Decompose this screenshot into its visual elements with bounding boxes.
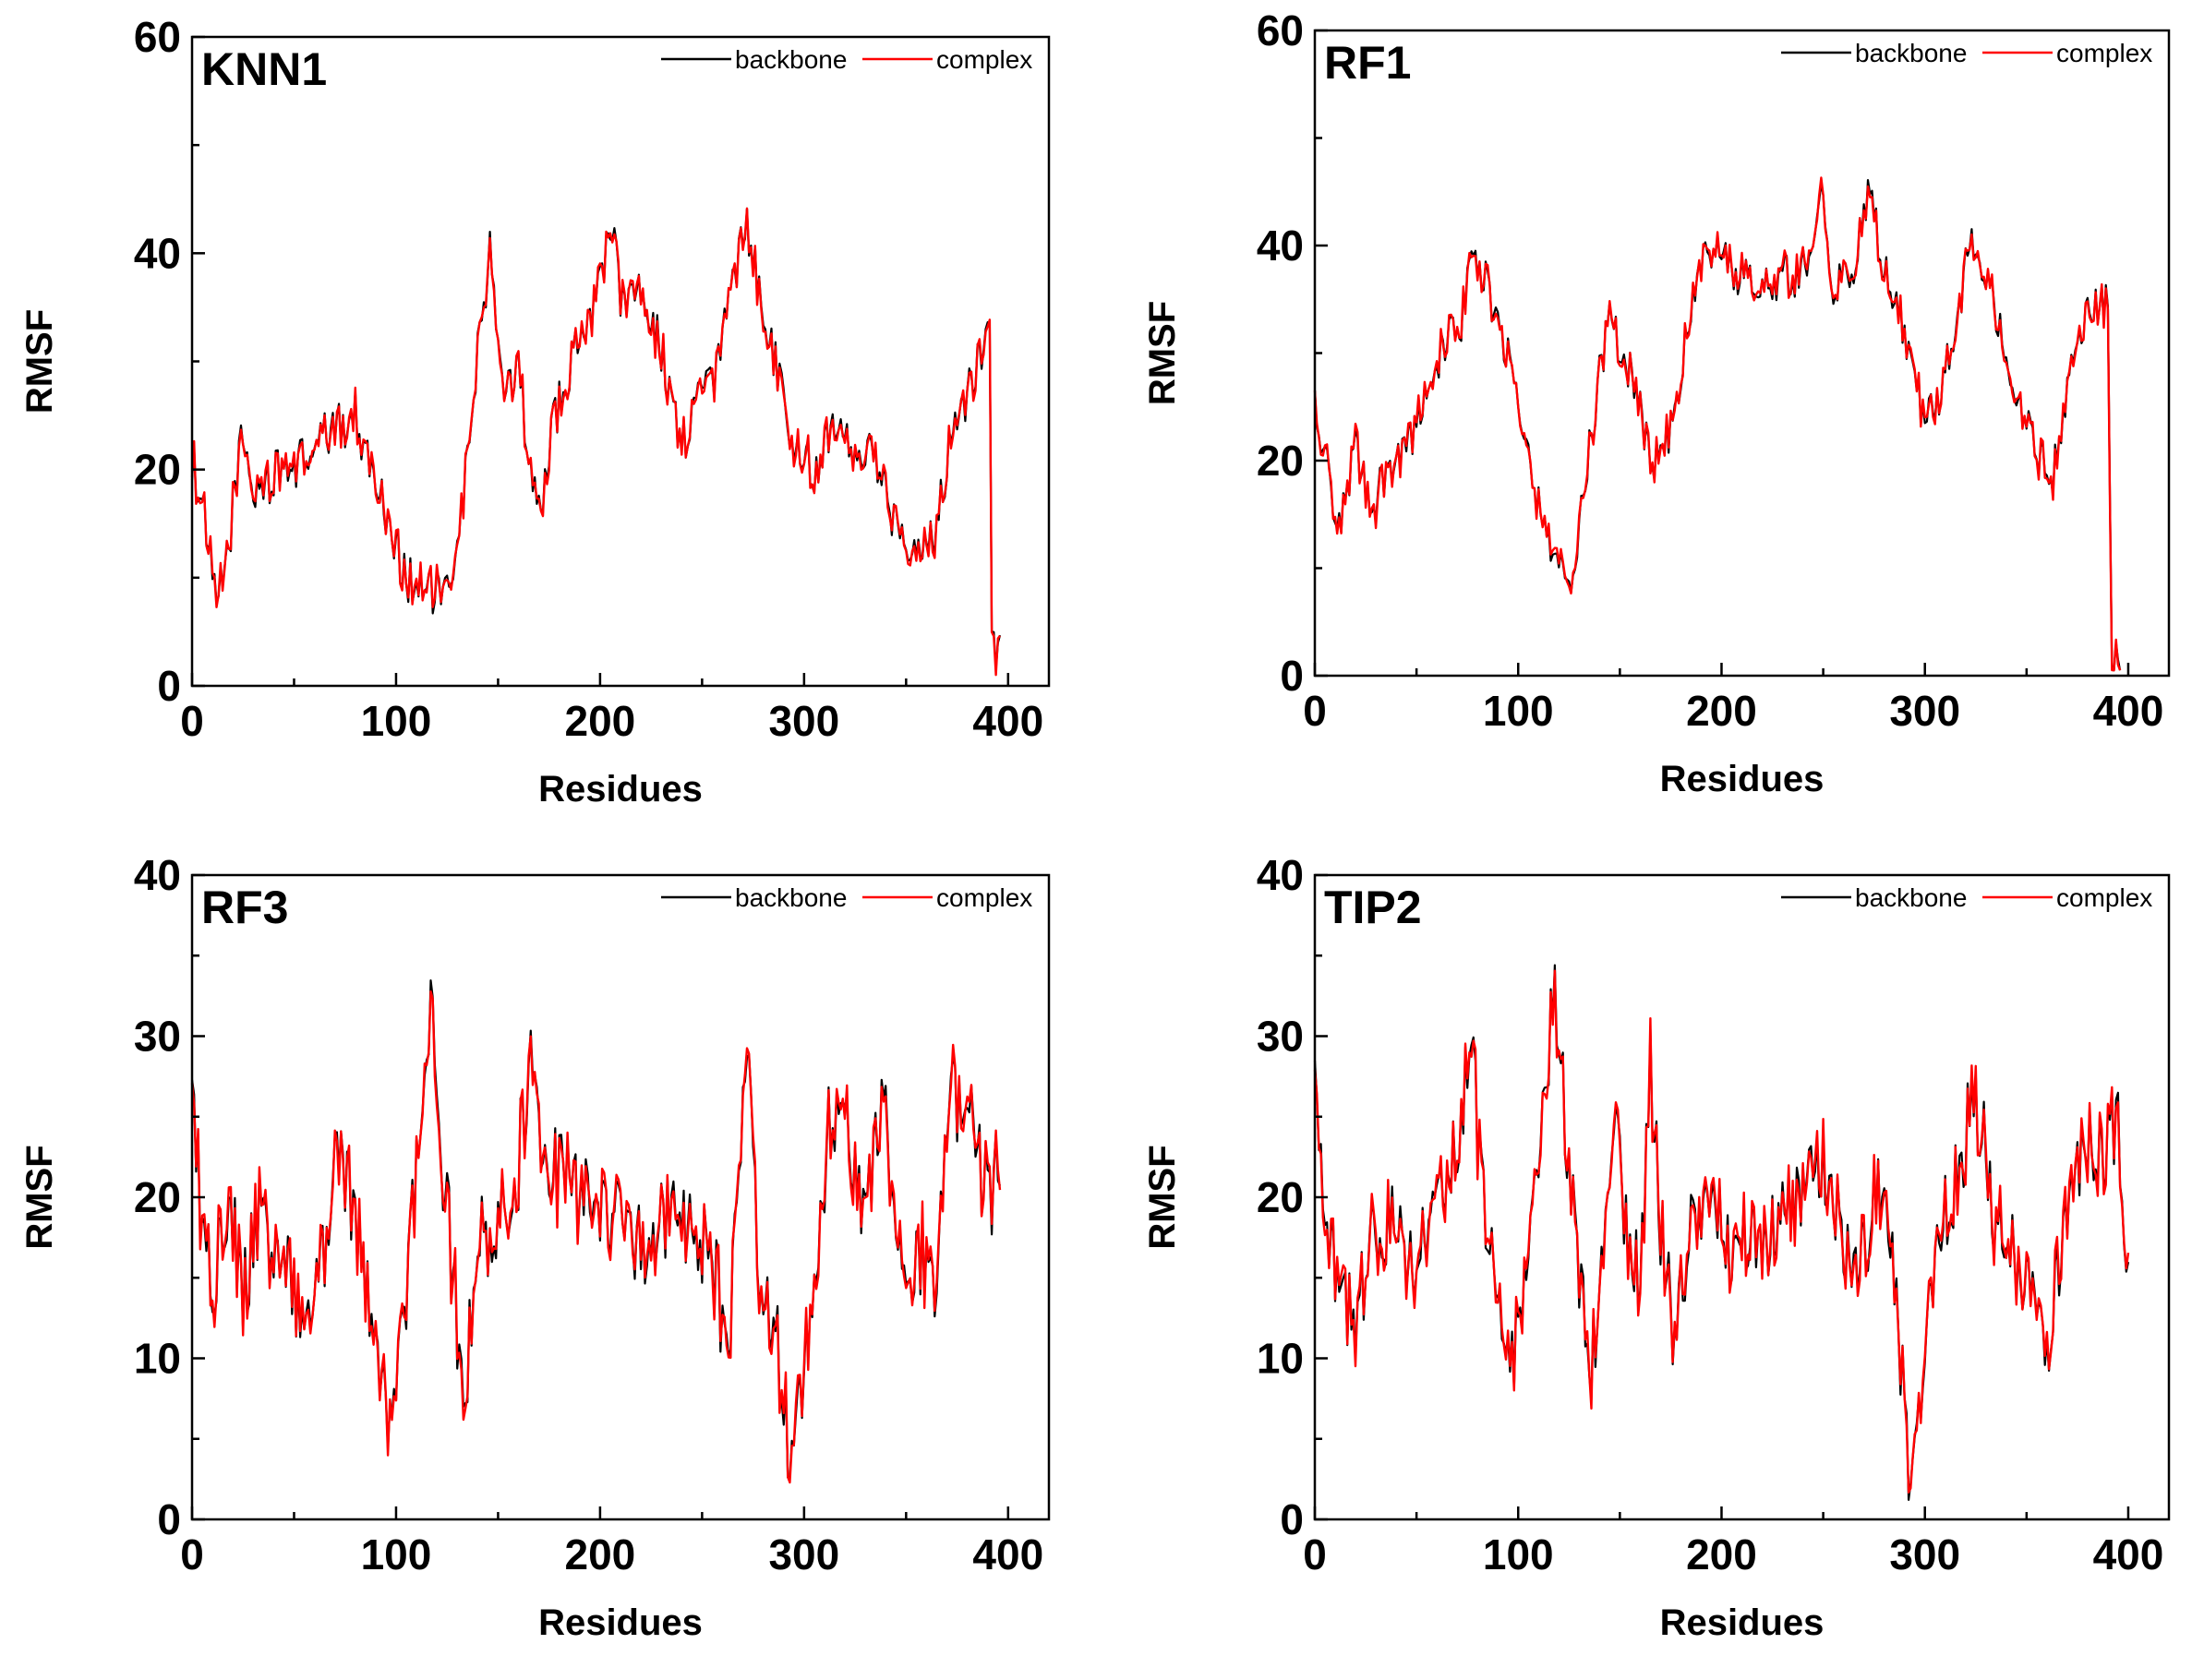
x-tick-label: 400 — [972, 1530, 1043, 1578]
y-tick-label: 20 — [134, 1173, 181, 1221]
y-tick-label: 10 — [134, 1335, 181, 1383]
series-line-complex — [1313, 176, 2122, 672]
series-line-backbone — [190, 207, 1002, 670]
y-axis-title: RMSF — [1142, 1145, 1183, 1249]
panel-knn1: 0 100 200 300 400 0 20 40 60 Residues RMSF KNN1 back… — [19, 13, 1051, 810]
x-tick-label: 100 — [361, 697, 432, 745]
y-tick-label: 20 — [134, 446, 181, 494]
legend-label-backbone: backbone — [1855, 883, 1967, 912]
x-tick-label: 100 — [1483, 687, 1554, 735]
legend-label-complex: complex — [2056, 39, 2152, 67]
series-line-backbone — [190, 978, 1002, 1479]
y-axis-title: RMSF — [1142, 301, 1183, 405]
legend-label-backbone: backbone — [1855, 39, 1967, 67]
panel-label: KNN1 — [201, 43, 327, 95]
x-axis-title: Residues — [1660, 1602, 1825, 1643]
y-tick-label: 20 — [1257, 437, 1304, 485]
x-tick-label: 300 — [1889, 1530, 1960, 1578]
x-tick-label: 0 — [180, 1530, 204, 1578]
x-axis-title: Residues — [538, 1602, 703, 1643]
x-tick-label: 200 — [1686, 687, 1757, 735]
x-tick-label: 100 — [1483, 1530, 1554, 1578]
y-tick-label: 10 — [1257, 1335, 1304, 1383]
panel-rf3: 0 100 200 300 400 0 10 20 30 40 Residues RMSF RF3 bac… — [19, 851, 1051, 1643]
y-tick-label: 40 — [1257, 222, 1304, 270]
y-axis-title: RMSF — [19, 1145, 60, 1249]
series-line-complex — [190, 990, 1002, 1484]
x-tick-label: 200 — [1686, 1530, 1757, 1578]
y-tick-label: 60 — [134, 13, 181, 61]
y-tick-label: 40 — [1257, 851, 1304, 899]
y-tick-label: 20 — [1257, 1173, 1304, 1221]
x-tick-label: 0 — [1303, 687, 1327, 735]
plot-frame — [190, 35, 1051, 688]
series-line-complex — [1313, 969, 2130, 1494]
y-tick-label: 0 — [1280, 1495, 1304, 1543]
legend: backbone complex — [661, 883, 1032, 912]
legend-label-complex: complex — [2056, 883, 2152, 912]
legend-label-backbone: backbone — [735, 45, 847, 74]
panel-label: RF1 — [1324, 37, 1411, 89]
x-tick-label: 300 — [768, 697, 839, 745]
x-tick-label: 400 — [2093, 1530, 2164, 1578]
y-tick-label: 40 — [134, 851, 181, 899]
y-tick-label: 40 — [134, 229, 181, 277]
panel-label: TIP2 — [1324, 882, 1422, 933]
legend-label-backbone: backbone — [735, 883, 847, 912]
y-tick-label: 30 — [1257, 1013, 1304, 1061]
legend: backbone complex — [1781, 883, 2152, 912]
panel-label: RF3 — [201, 882, 288, 933]
x-tick-label: 0 — [180, 697, 204, 745]
x-tick-label: 300 — [768, 1530, 839, 1578]
x-tick-label: 400 — [2093, 687, 2164, 735]
panel-rf1: 0 100 200 300 400 0 20 40 60 Residues RMSF RF1 backb… — [1142, 6, 2171, 799]
legend: backbone complex — [661, 45, 1032, 74]
x-tick-label: 100 — [361, 1530, 432, 1578]
x-axis-title: Residues — [538, 769, 703, 810]
y-tick-label: 0 — [157, 662, 181, 710]
y-axis-title: RMSF — [19, 309, 60, 414]
x-tick-label: 200 — [565, 1530, 636, 1578]
series-line-complex — [190, 207, 1001, 677]
series-line-backbone — [1313, 179, 2122, 672]
legend-label-complex: complex — [936, 45, 1032, 74]
plot-frame — [1313, 29, 2171, 678]
x-tick-label: 400 — [972, 697, 1043, 745]
x-axis-title: Residues — [1660, 759, 1825, 799]
legend: backbone complex — [1781, 39, 2152, 67]
x-tick-label: 0 — [1303, 1530, 1327, 1578]
panel-tip2: 0 100 200 300 400 0 10 20 30 40 Residues RMSF TIP2 ba… — [1142, 851, 2171, 1643]
y-tick-label: 60 — [1257, 6, 1304, 54]
legend-label-complex: complex — [936, 883, 1032, 912]
y-tick-label: 0 — [157, 1495, 181, 1543]
x-tick-label: 200 — [565, 697, 636, 745]
y-tick-label: 30 — [134, 1013, 181, 1061]
y-tick-label: 0 — [1280, 652, 1304, 700]
x-tick-label: 300 — [1889, 687, 1960, 735]
